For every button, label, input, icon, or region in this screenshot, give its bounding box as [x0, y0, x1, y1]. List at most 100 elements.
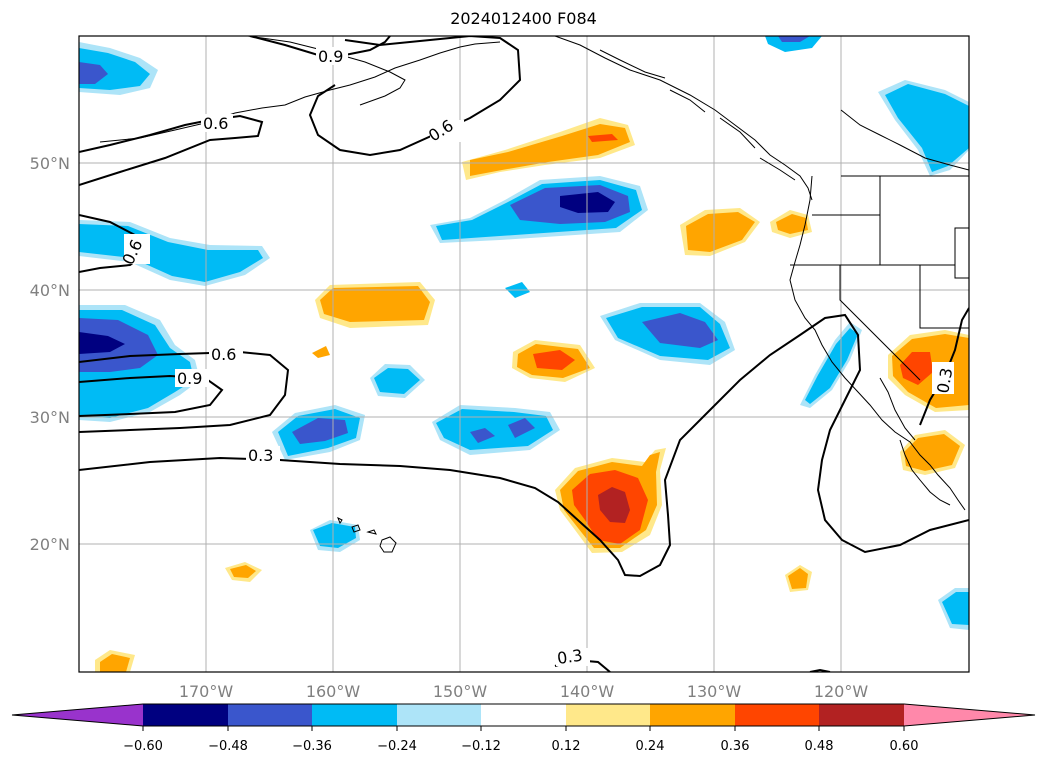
state-border	[840, 109, 969, 171]
coastline	[899, 439, 951, 506]
latitude-label: 20°N	[30, 535, 70, 554]
negative-region	[508, 418, 535, 438]
positive-region	[788, 568, 808, 589]
positive-region	[686, 212, 755, 252]
colorbar-tick-label: 0.36	[721, 739, 750, 754]
map-title: 2024012400 F084	[450, 9, 597, 28]
longitude-label: 120°W	[814, 682, 869, 701]
longitude-label: 140°W	[560, 682, 615, 701]
negative-region	[765, 36, 822, 52]
map-content: 0.9 0.6 0.6 0.6 0.6 0.9 0.3 0.3 0.3	[79, 36, 969, 672]
latitude-label: 30°N	[30, 408, 70, 427]
contour-label-bg	[430, 120, 464, 142]
colorbar-tick-label: 0.12	[552, 739, 581, 754]
contour-label-bg	[124, 234, 150, 264]
colorbar-extend-max	[904, 704, 1035, 726]
longitude-axis: 170°W 160°W 150°W 140°W 130°W 120°W	[179, 682, 869, 701]
colorbar-tick-label: −0.36	[292, 739, 332, 754]
colorbar-segment	[650, 704, 735, 726]
longitude-label: 160°W	[306, 682, 361, 701]
contour-line	[79, 313, 969, 578]
coastline-layer	[99, 36, 969, 553]
positive-region	[598, 487, 630, 523]
latitude-label: 40°N	[30, 281, 70, 300]
contour-label: 0.3	[248, 446, 273, 465]
longitude-label: 170°W	[179, 682, 234, 701]
colorbar: −0.60 −0.48 −0.36 −0.24 −0.12 0.12 0.24 …	[11, 703, 1036, 754]
contour-label-bg	[556, 648, 590, 666]
state-border	[790, 176, 969, 381]
colorbar-tick-label: −0.60	[123, 739, 163, 754]
longitude-label: 150°W	[433, 682, 488, 701]
colorbar-segment	[481, 704, 566, 726]
colorbar-segment	[228, 704, 312, 726]
positive-region	[100, 654, 130, 672]
coastline	[554, 36, 813, 201]
map-frame	[78, 35, 970, 673]
coastline	[789, 175, 966, 511]
positive-region	[900, 352, 933, 385]
contour-layer	[79, 36, 969, 672]
negative-region	[778, 36, 810, 42]
colorbar-ticks	[142, 726, 905, 731]
contour-label-bg	[201, 114, 233, 132]
colorbar-tick-label: −0.12	[461, 739, 501, 754]
contour-label: 0.6	[211, 345, 236, 364]
negative-region	[79, 332, 125, 354]
coastline	[599, 49, 796, 181]
colorbar-segment	[819, 704, 904, 726]
contour-label-bg	[932, 362, 954, 394]
contour-label: 0.3	[556, 646, 584, 668]
negative-region	[313, 523, 356, 548]
positive-region	[904, 434, 960, 471]
colorbar-segment	[566, 704, 650, 726]
colorbar-extend-min	[12, 704, 143, 726]
latitude-axis: 50°N 40°N 30°N 20°N	[30, 154, 70, 554]
colorbar-tick-label: 0.24	[636, 739, 665, 754]
contour-label-layer: 0.9 0.6 0.6 0.6 0.6 0.9 0.3 0.3 0.3	[118, 47, 956, 668]
contour-line	[79, 374, 224, 417]
positive-region	[312, 346, 330, 358]
negative-region	[642, 313, 718, 348]
colorbar-tick-label: −0.24	[377, 739, 417, 754]
negative-region	[292, 418, 348, 444]
coastline	[247, 36, 406, 106]
contour-line	[79, 350, 290, 433]
contour-line	[308, 36, 522, 157]
contour-label: 0.6	[203, 114, 228, 133]
contour-label-bg	[316, 47, 348, 65]
contour-line	[809, 668, 831, 672]
colorbar-segment	[735, 704, 819, 726]
colorbar-segment	[143, 704, 228, 726]
contour-label: 0.3	[933, 366, 956, 394]
colorbar-segment	[312, 704, 397, 726]
island	[337, 516, 397, 553]
contour-label: 0.9	[177, 369, 202, 388]
negative-region	[942, 592, 969, 625]
colorbar-segment	[397, 704, 481, 726]
positive-region	[320, 286, 430, 322]
coastline	[99, 41, 501, 143]
colorbar-tick-label: 0.48	[805, 739, 834, 754]
graticule	[79, 36, 969, 672]
contour-label-bg	[209, 345, 243, 363]
latitude-label: 50°N	[30, 154, 70, 173]
positive-region	[588, 134, 618, 142]
negative-region	[805, 328, 858, 404]
coastline	[879, 377, 916, 441]
negative-region	[885, 84, 969, 172]
negative-region	[470, 428, 495, 443]
positive-region	[533, 350, 575, 370]
contour-label: 0.9	[318, 47, 343, 66]
longitude-label: 130°W	[687, 682, 742, 701]
state-border	[954, 227, 969, 279]
contour-label-bg	[246, 446, 280, 464]
contour-line	[79, 114, 264, 186]
positive-region	[776, 214, 808, 234]
negative-region	[79, 62, 108, 84]
positive-region	[230, 565, 256, 578]
colorbar-tick-label: 0.60	[890, 739, 919, 754]
negative-region	[374, 368, 420, 394]
colorbar-tick-label: −0.48	[208, 739, 248, 754]
